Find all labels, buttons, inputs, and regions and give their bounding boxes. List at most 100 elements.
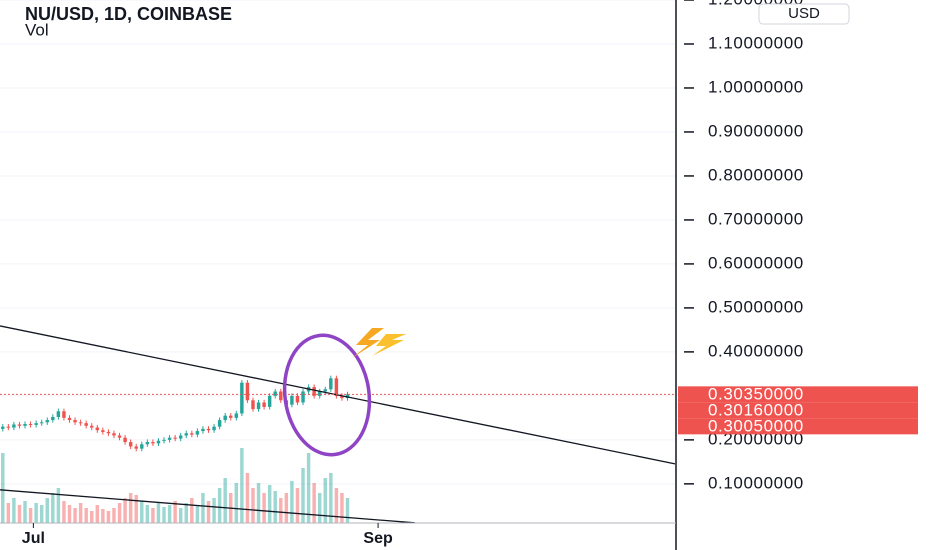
- volume-bar: [17, 505, 22, 523]
- volume-bar: [234, 483, 239, 523]
- volume-bar: [223, 478, 227, 523]
- volume-bar: [95, 505, 100, 523]
- lightning-icon: [352, 328, 384, 358]
- candle-body: [212, 426, 216, 431]
- volume-bar: [67, 505, 72, 523]
- volume-bar: [73, 508, 77, 523]
- candle-body: [128, 442, 133, 447]
- volume-bar: [117, 503, 122, 523]
- y-tick-label: 0.40000000: [708, 341, 804, 360]
- volume-bar: [217, 488, 222, 523]
- candle-body: [195, 431, 200, 435]
- candle-body: [240, 382, 244, 414]
- price-label: 0.30350000: [708, 384, 804, 403]
- candle-body: [234, 413, 239, 418]
- candle-body: [84, 423, 88, 426]
- candle-body: [67, 417, 72, 421]
- currency-label[interactable]: USD: [788, 5, 820, 22]
- lightning-icon: [372, 334, 406, 356]
- candle-body: [56, 411, 61, 417]
- candle-body: [62, 411, 66, 418]
- price-label-box: [678, 418, 918, 435]
- volume-bar: [256, 483, 261, 523]
- candle-body: [329, 378, 333, 390]
- candle-body: [78, 422, 83, 424]
- volume-bar: [56, 488, 61, 523]
- candle-body: [51, 416, 55, 421]
- candle-body: [140, 444, 144, 449]
- volume-bar: [112, 508, 116, 523]
- volume-bar: [290, 481, 294, 523]
- volume-bar: [273, 491, 277, 523]
- volume-bar: [184, 503, 188, 523]
- candle-body: [190, 433, 194, 435]
- annotation-circle: [282, 333, 372, 457]
- volume-bar: [12, 498, 16, 523]
- volume-bar: [1, 453, 5, 523]
- candle-body: [106, 431, 111, 434]
- candle-body: [1, 426, 5, 429]
- currency-box[interactable]: [758, 3, 850, 25]
- volume-bar: [167, 505, 172, 523]
- volume-bar: [190, 498, 194, 523]
- volume-bar: [345, 498, 350, 523]
- candle-body: [112, 433, 116, 436]
- price-label-box: [678, 402, 918, 419]
- volume-bar: [245, 473, 250, 523]
- candle-body: [34, 423, 38, 425]
- y-tick-label: 1.10000000: [708, 33, 804, 52]
- candle-body: [334, 378, 339, 396]
- candle-body: [156, 440, 161, 444]
- candle-body: [279, 391, 283, 401]
- volume-bar: [340, 493, 344, 523]
- volume-bar: [128, 493, 133, 523]
- volume-bar: [212, 498, 216, 523]
- candle-body: [95, 427, 100, 431]
- volume-bar: [156, 503, 161, 523]
- volume-bar: [101, 509, 105, 523]
- candle-body: [45, 420, 49, 423]
- candle-body: [12, 424, 16, 428]
- volume-bar: [162, 507, 166, 523]
- volume-bar: [62, 501, 66, 523]
- candle-body: [17, 424, 22, 426]
- volume-bar: [284, 493, 289, 523]
- x-tick-label: Sep: [363, 530, 393, 547]
- price-label: 0.30160000: [708, 400, 804, 419]
- volume-bar: [6, 503, 11, 523]
- volume-bar: [145, 505, 150, 523]
- candle-layer: [1, 375, 350, 452]
- y-tick-label: 1.00000000: [708, 77, 804, 96]
- y-tick-label: 0.60000000: [708, 253, 804, 272]
- volume-bar: [195, 505, 200, 523]
- volume-bar: [90, 511, 94, 523]
- candle-body: [229, 415, 233, 418]
- candle-body: [173, 437, 177, 439]
- candle-body: [39, 422, 44, 424]
- y-tick-label: 0.50000000: [708, 297, 804, 316]
- candle-body: [262, 402, 266, 407]
- candle-body: [6, 426, 11, 428]
- candle-body: [206, 428, 211, 431]
- volume-bar: [173, 501, 177, 523]
- candle-body: [323, 389, 327, 392]
- volume-bar: [178, 508, 183, 523]
- volume-bar: [106, 511, 111, 523]
- candle-body: [184, 433, 188, 436]
- price-axis: 0.100000000.200000000.300000000.40000000…: [22, 0, 918, 547]
- candle-body: [317, 391, 322, 396]
- volume-bar: [295, 488, 300, 523]
- volume-bar: [251, 488, 255, 523]
- volume-bar: [329, 473, 333, 523]
- candle-body: [251, 400, 255, 410]
- volume-bar: [240, 448, 244, 523]
- volume-bar: [206, 501, 211, 523]
- candle-body: [162, 439, 166, 441]
- price-label-box: [678, 386, 918, 403]
- candle-body: [23, 424, 27, 426]
- volume-bar: [267, 485, 272, 523]
- candle-body: [134, 446, 138, 449]
- candle-body: [301, 391, 305, 403]
- volume-bar: [306, 453, 311, 523]
